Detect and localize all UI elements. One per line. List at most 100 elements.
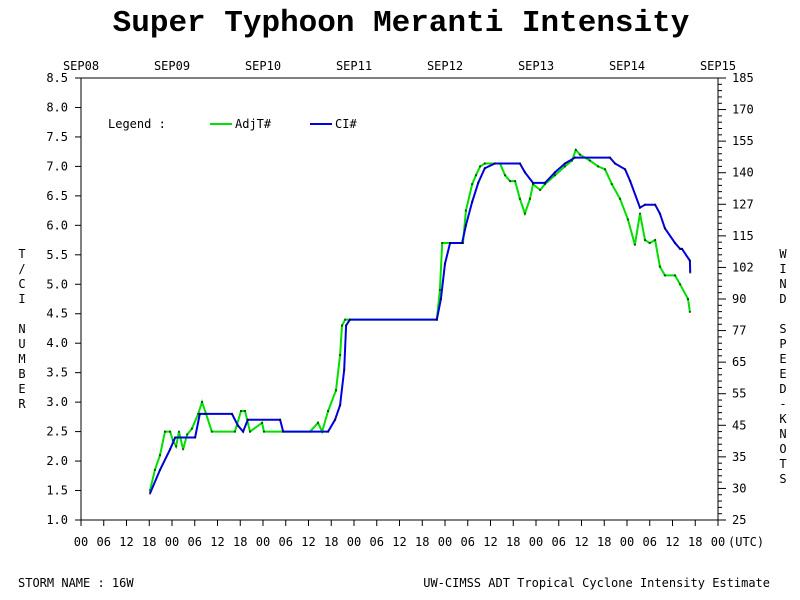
data-point [471, 200, 474, 203]
y-axis-label-char: T [18, 247, 25, 261]
data-point [262, 430, 265, 433]
data-point [164, 430, 167, 433]
data-point [483, 162, 486, 165]
data-point [686, 298, 689, 300]
x-unit-label: (UTC) [728, 535, 764, 549]
data-point [243, 409, 246, 412]
y2-axis-label-char: E [779, 352, 786, 366]
data-point [439, 298, 442, 300]
data-point [638, 206, 641, 209]
y2-axis-label-char: - [779, 397, 786, 411]
x-tick-label: 06 [279, 535, 293, 549]
y2-tick-label: 155 [732, 134, 754, 148]
data-point [626, 218, 629, 221]
storm-name: STORM NAME : 16W [18, 576, 134, 590]
x-tick-label: 06 [461, 535, 475, 549]
date-label: SEP08 [63, 59, 99, 73]
data-point [334, 389, 337, 392]
data-point [464, 224, 467, 227]
y2-axis-label-char: D [779, 382, 786, 396]
data-point [149, 489, 152, 492]
y-tick-label: 3.5 [46, 366, 68, 380]
date-label: SEP15 [700, 59, 736, 73]
axes: 1.0 1.5 2.0 2.5 3.0 3.5 4.0 4.5 5.0 5.5 6.0 6.5 7.0 7… [18, 59, 787, 549]
y2-axis-label-char: S [779, 322, 786, 336]
data-point [663, 274, 666, 277]
data-point [588, 159, 591, 162]
data-point [174, 436, 177, 439]
data-point [194, 436, 197, 439]
y2-tick-label: 35 [732, 450, 746, 464]
y-tick-label: 1.0 [46, 513, 68, 527]
data-point [190, 427, 193, 430]
data-point [633, 243, 636, 246]
data-point [444, 262, 446, 265]
data-point [531, 183, 534, 186]
data-point [261, 421, 264, 424]
data-point [282, 430, 285, 433]
data-point [483, 167, 486, 170]
data-point [553, 174, 556, 177]
y2-axis-label-char: P [779, 337, 786, 351]
data-point [316, 421, 319, 424]
data-point [175, 445, 178, 448]
data-point [477, 181, 480, 184]
x-tick-label: 00 [74, 535, 88, 549]
y2-tick-label: 55 [732, 387, 746, 401]
data-point [658, 265, 661, 268]
series-line-ci [149, 156, 692, 494]
y2-tick-label: 185 [732, 71, 754, 85]
x-tick-label: 06 [370, 535, 384, 549]
data-point [186, 433, 189, 436]
data-point [210, 430, 213, 433]
data-point [613, 162, 616, 165]
data-point [629, 180, 632, 183]
x-tick-label: 12 [665, 535, 679, 549]
date-label: SEP09 [154, 59, 190, 73]
data-point [169, 448, 172, 451]
data-point [523, 171, 526, 174]
data-point [689, 271, 692, 274]
data-point [327, 430, 330, 433]
y2-axis-label-char: W [779, 247, 787, 261]
data-point [674, 274, 677, 277]
y-axis-label-char: I [18, 292, 25, 306]
x-tick-label: 12 [392, 535, 406, 549]
data-point [648, 242, 651, 245]
data-point [523, 212, 526, 215]
date-label: SEP14 [609, 59, 645, 73]
x-tick-label: 12 [574, 535, 588, 549]
data-point [688, 259, 691, 262]
x-tick-label: 18 [324, 535, 338, 549]
data-point [504, 174, 507, 177]
y-tick-label: 6.0 [46, 218, 68, 232]
y2-tick-label: 45 [732, 418, 746, 432]
data-point [619, 197, 622, 200]
data-point [334, 418, 337, 421]
plot-frame [80, 77, 719, 521]
data-point [578, 153, 581, 156]
x-tick-label: 06 [552, 535, 566, 549]
y-tick-label: 7.0 [46, 159, 68, 173]
y2-tick-label: 140 [732, 166, 754, 180]
data-point [514, 180, 517, 183]
data-point [153, 468, 156, 471]
y2-axis-label-char: N [779, 277, 786, 291]
y-axis-label-char: / [18, 262, 25, 276]
x-tick-label: 00 [711, 535, 725, 549]
data-point [461, 242, 464, 245]
data-point [464, 209, 467, 212]
data-point [518, 197, 521, 200]
x-tick-label: 18 [506, 535, 520, 549]
date-label: SEP10 [245, 59, 281, 73]
y-axis-label-char: E [18, 382, 25, 396]
data-point [680, 247, 683, 250]
data-point [233, 430, 236, 433]
data-point [246, 418, 249, 421]
data-point [327, 409, 330, 412]
data-point [688, 310, 691, 313]
data-point [654, 203, 657, 206]
y2-axis-label-char: O [779, 442, 786, 456]
y-axis-label-char: N [18, 322, 25, 336]
y-axis-label-char: U [18, 337, 25, 351]
